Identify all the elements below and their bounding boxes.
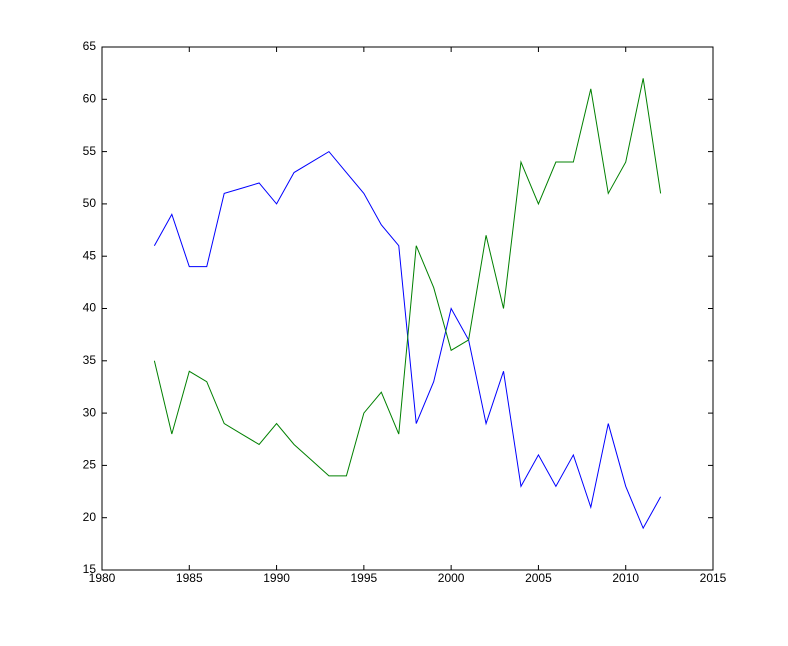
x-tick-label: 2015: [700, 571, 727, 585]
series-line: [153, 78, 662, 477]
y-tick-label: 60: [83, 91, 97, 105]
y-tick-label: 35: [83, 353, 97, 367]
y-tick-label: 55: [83, 144, 97, 158]
y-tick-label: 30: [83, 405, 97, 419]
plot-frame: [101, 46, 714, 571]
y-tick-label: 25: [83, 458, 97, 472]
x-tick-label: 1990: [263, 571, 290, 585]
x-tick-label: 1995: [351, 571, 378, 585]
x-tick-label: 1980: [89, 571, 116, 585]
y-tick-label: 15: [83, 562, 97, 576]
y-tick-label: 45: [83, 248, 97, 262]
y-tick-label: 20: [83, 510, 97, 524]
y-tick-label: 50: [83, 196, 97, 210]
y-tick-label: 65: [83, 39, 97, 53]
x-tick-label: 1985: [176, 571, 203, 585]
y-tick-label: 40: [83, 301, 97, 315]
x-tick-label: 2010: [612, 571, 639, 585]
x-tick-label: 2005: [525, 571, 552, 585]
x-tick-label: 2000: [438, 571, 465, 585]
